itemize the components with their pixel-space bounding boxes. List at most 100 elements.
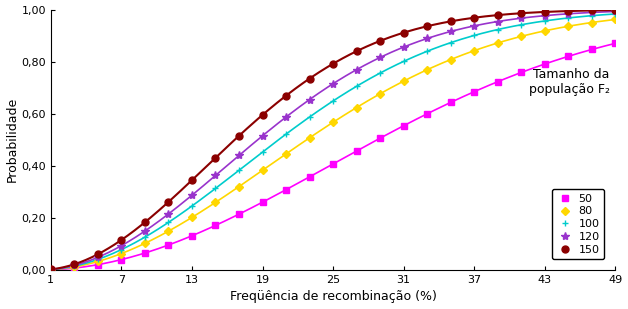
120 (141, 229, 149, 233)
100 (165, 221, 172, 224)
50 (165, 243, 172, 247)
80 (612, 18, 619, 21)
150 (212, 156, 219, 160)
120 (376, 56, 384, 59)
50 (282, 188, 290, 192)
120 (565, 12, 572, 16)
120 (541, 14, 548, 18)
120 (588, 11, 595, 14)
100 (565, 16, 572, 20)
120 (470, 24, 478, 28)
50 (470, 90, 478, 94)
150 (517, 11, 525, 15)
80 (494, 41, 502, 45)
50 (212, 224, 219, 227)
80 (565, 24, 572, 28)
150 (541, 10, 548, 14)
150 (329, 62, 337, 66)
50 (400, 124, 408, 128)
50 (306, 175, 313, 179)
50 (353, 149, 360, 153)
80 (259, 168, 266, 172)
50 (70, 266, 78, 270)
80 (517, 35, 525, 38)
Line: 120: 120 (46, 7, 619, 274)
150 (94, 252, 102, 256)
50 (236, 212, 243, 216)
100 (400, 60, 408, 63)
100 (494, 28, 502, 32)
150 (165, 200, 172, 204)
150 (565, 9, 572, 13)
150 (353, 49, 360, 53)
120 (117, 244, 125, 248)
100 (259, 150, 266, 154)
80 (400, 79, 408, 83)
50 (117, 258, 125, 261)
80 (188, 216, 196, 219)
Line: 80: 80 (48, 17, 618, 273)
150 (47, 268, 55, 271)
50 (541, 62, 548, 66)
100 (612, 12, 619, 16)
150 (612, 8, 619, 12)
100 (423, 49, 431, 53)
100 (306, 115, 313, 119)
80 (165, 229, 172, 233)
50 (259, 200, 266, 204)
100 (329, 99, 337, 103)
120 (165, 212, 172, 216)
Text: Tamanho da
população F₂: Tamanho da população F₂ (529, 69, 610, 96)
120 (517, 16, 525, 20)
50 (612, 41, 619, 45)
100 (588, 14, 595, 18)
80 (141, 242, 149, 245)
80 (470, 49, 478, 53)
100 (470, 34, 478, 37)
Line: 150: 150 (47, 7, 619, 273)
80 (306, 136, 313, 140)
100 (70, 264, 78, 268)
80 (376, 92, 384, 95)
150 (117, 238, 125, 242)
120 (400, 45, 408, 49)
120 (212, 174, 219, 177)
Y-axis label: Probabilidade: Probabilidade (6, 97, 19, 182)
X-axis label: Freqüência de recombinação (%): Freqüência de recombinação (%) (230, 290, 436, 303)
150 (306, 77, 313, 80)
150 (141, 220, 149, 224)
80 (117, 252, 125, 256)
Line: 100: 100 (47, 11, 619, 273)
100 (117, 248, 125, 252)
50 (141, 251, 149, 255)
Line: 50: 50 (48, 40, 618, 273)
150 (376, 39, 384, 43)
120 (47, 268, 55, 271)
100 (236, 168, 243, 172)
80 (70, 265, 78, 269)
50 (447, 100, 455, 104)
80 (282, 152, 290, 156)
120 (236, 154, 243, 157)
150 (447, 19, 455, 23)
Legend: 50, 80, 100, 120, 150: 50, 80, 100, 120, 150 (552, 189, 604, 259)
100 (188, 204, 196, 208)
50 (565, 54, 572, 58)
100 (212, 187, 219, 190)
100 (353, 84, 360, 88)
120 (94, 256, 102, 259)
120 (447, 30, 455, 33)
80 (541, 29, 548, 33)
50 (188, 234, 196, 238)
100 (376, 71, 384, 75)
80 (447, 58, 455, 61)
120 (353, 68, 360, 71)
150 (470, 16, 478, 19)
50 (494, 80, 502, 83)
120 (494, 20, 502, 23)
100 (517, 23, 525, 27)
80 (588, 21, 595, 24)
50 (376, 136, 384, 140)
50 (329, 162, 337, 166)
150 (259, 113, 266, 117)
